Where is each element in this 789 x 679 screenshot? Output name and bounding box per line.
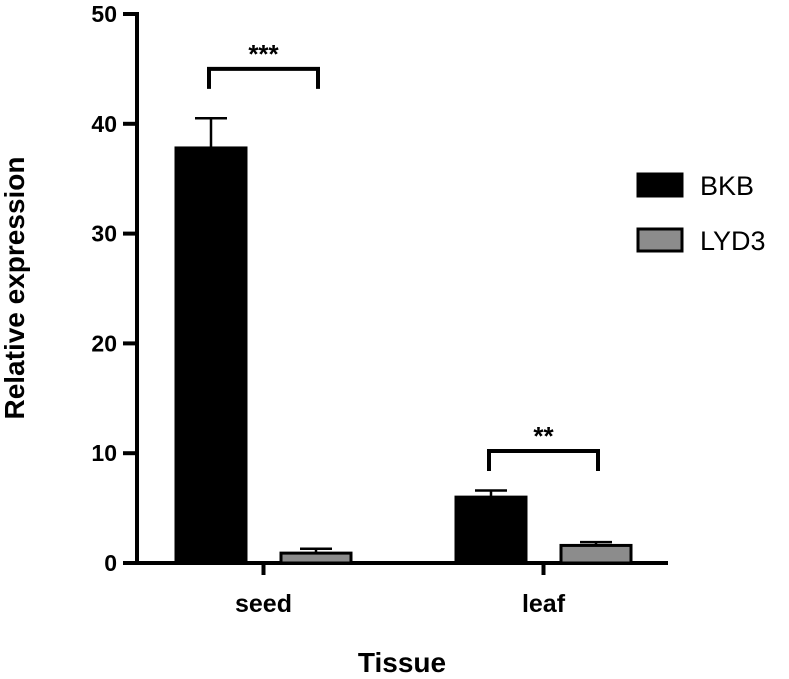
significance-bracket	[207, 66, 320, 89]
y-tick-label: 30	[91, 221, 117, 247]
y-tick-label: 10	[91, 440, 117, 466]
y-tick-label: 50	[91, 1, 117, 27]
significance-label: ***	[248, 39, 279, 69]
significance-annotations: *****	[207, 39, 600, 472]
legend-label-bkb: BKB	[700, 171, 754, 201]
significance-bracket	[487, 449, 600, 472]
y-tick-label: 40	[91, 111, 117, 137]
bar-leaf-bkb	[454, 495, 528, 565]
x-tick-label: seed	[235, 590, 292, 618]
significance-label: **	[533, 421, 554, 451]
y-tick-label: 20	[91, 330, 117, 356]
y-axis-title: Relative expression	[0, 156, 30, 419]
legend-swatch-bkb	[636, 172, 684, 198]
y-tick-label: 0	[104, 550, 117, 576]
x-axis-title: Tissue	[358, 647, 446, 678]
legend-swatch-lyd3	[636, 227, 684, 253]
chart-bars	[174, 146, 633, 565]
bar-seed-lyd3	[279, 551, 353, 565]
legend-label-lyd3: LYD3	[700, 226, 766, 256]
bar-seed-bkb	[174, 146, 248, 565]
error-bars	[195, 117, 612, 554]
x-tick-label: leaf	[522, 590, 566, 618]
bar-leaf-lyd3	[559, 543, 633, 565]
legend: BKB LYD3	[636, 171, 766, 256]
